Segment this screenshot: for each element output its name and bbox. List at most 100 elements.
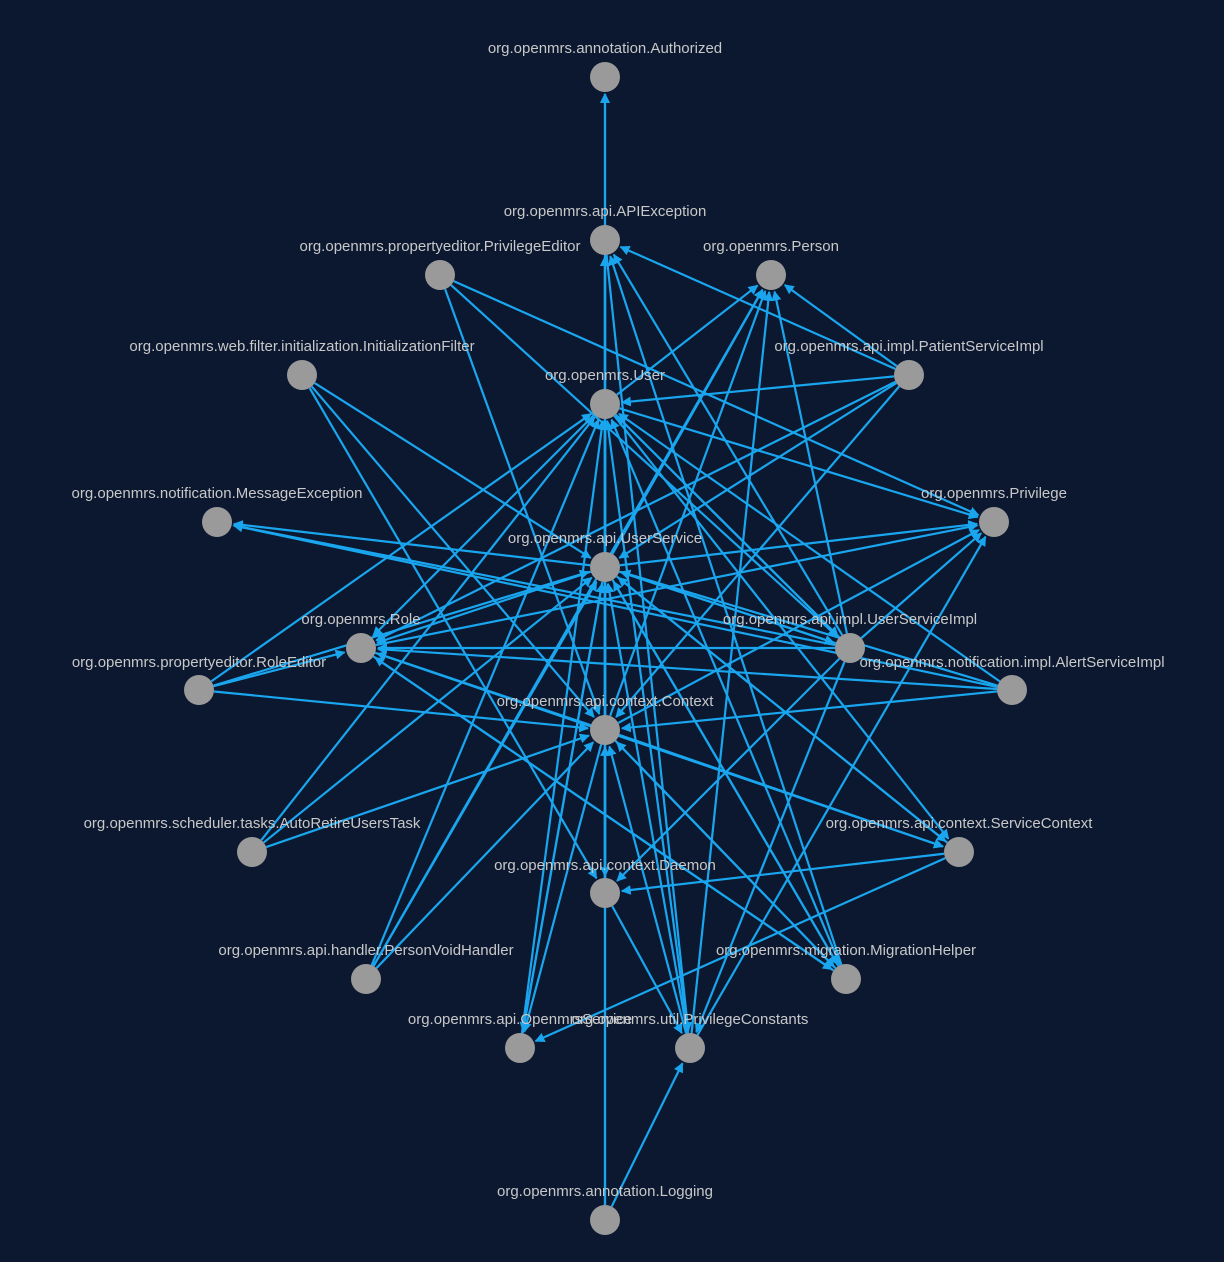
edge-user-to-person	[616, 284, 759, 396]
node-circle[interactable]	[831, 964, 861, 994]
edge-servicecontext-to-openmrsservice	[534, 857, 946, 1043]
node-role[interactable]: org.openmrs.Role	[301, 611, 421, 663]
node-privilege[interactable]: org.openmrs.Privilege	[921, 485, 1067, 537]
node-circle[interactable]	[756, 260, 786, 290]
node-openmrsservice[interactable]: org.openmrs.api.OpenmrsService	[408, 1011, 632, 1063]
edge-roleeditor-to-user	[210, 412, 592, 683]
edge-alertserviceimpl-to-role	[376, 644, 998, 691]
edge-privilegeconstants-to-user	[603, 419, 690, 1034]
node-circle[interactable]	[590, 1205, 620, 1235]
node-label: org.openmrs.propertyeditor.PrivilegeEdit…	[300, 238, 581, 255]
node-circle[interactable]	[979, 507, 1009, 537]
node-circle[interactable]	[835, 633, 865, 663]
node-label: org.openmrs.api.OpenmrsService	[408, 1011, 632, 1028]
node-label: org.openmrs.Role	[301, 611, 420, 628]
edge-userserviceimpl-to-messageexception	[232, 522, 836, 647]
node-circle[interactable]	[675, 1033, 705, 1063]
node-circle[interactable]	[351, 964, 381, 994]
node-label: org.openmrs.api.context.ServiceContext	[826, 815, 1094, 832]
node-label: org.openmrs.api.context.Daemon	[494, 857, 716, 874]
node-circle[interactable]	[590, 878, 620, 908]
node-userserviceimpl[interactable]: org.openmrs.api.impl.UserServiceImpl	[723, 611, 977, 663]
node-circle[interactable]	[346, 633, 376, 663]
node-logging[interactable]: org.openmrs.annotation.Logging	[497, 1183, 713, 1235]
node-migrationhelper[interactable]: org.openmrs.migration.MigrationHelper	[716, 942, 976, 994]
node-circle[interactable]	[590, 715, 620, 745]
edge-initfilter-to-context	[310, 385, 595, 718]
node-person[interactable]: org.openmrs.Person	[703, 238, 839, 290]
node-label: org.openmrs.notification.MessageExceptio…	[72, 485, 363, 502]
node-privilegeeditor[interactable]: org.openmrs.propertyeditor.PrivilegeEdit…	[300, 238, 581, 290]
edge-openmrsservice-to-user	[520, 419, 607, 1034]
edge-migrationhelper-to-apiexception	[608, 255, 843, 966]
edge-roleeditor-to-role	[213, 649, 346, 688]
edges-layer	[210, 93, 1001, 1208]
node-label: org.openmrs.annotation.Logging	[497, 1183, 713, 1200]
node-circle[interactable]	[590, 552, 620, 582]
edge-alertserviceimpl-to-user	[618, 412, 1001, 683]
edge-user-to-role	[372, 413, 596, 637]
node-circle[interactable]	[184, 675, 214, 705]
edge-apiexception-to-privilegeconstants	[605, 254, 693, 1033]
node-servicecontext[interactable]: org.openmrs.api.context.ServiceContext	[826, 815, 1094, 867]
node-circle[interactable]	[287, 360, 317, 390]
edge-patientserviceimpl-to-person	[783, 284, 898, 368]
edge-role-to-privilege	[375, 522, 979, 647]
node-apiexception[interactable]: org.openmrs.api.APIException	[504, 203, 707, 255]
edge-userservice-to-servicecontext	[615, 575, 947, 843]
edge-autoretire-to-user	[260, 416, 596, 841]
node-roleeditor[interactable]: org.openmrs.propertyeditor.RoleEditor	[72, 654, 326, 705]
edge-userserviceimpl-to-person	[771, 290, 848, 634]
node-circle[interactable]	[505, 1033, 535, 1063]
node-circle[interactable]	[237, 837, 267, 867]
node-label: org.openmrs.util.PrivilegeConstants	[572, 1011, 809, 1028]
node-label: org.openmrs.api.impl.UserServiceImpl	[723, 611, 977, 628]
node-label: org.openmrs.User	[545, 367, 665, 384]
edge-autoretire-to-context	[265, 733, 590, 849]
edge-patientserviceimpl-to-userservice	[618, 382, 897, 559]
edge-alertserviceimpl-to-context	[620, 690, 998, 733]
node-authorized[interactable]: org.openmrs.annotation.Authorized	[488, 40, 722, 92]
node-circle[interactable]	[425, 260, 455, 290]
node-alertserviceimpl[interactable]: org.openmrs.notification.impl.AlertServi…	[859, 654, 1165, 705]
node-user[interactable]: org.openmrs.User	[545, 367, 665, 419]
node-circle[interactable]	[590, 225, 620, 255]
node-messageexception[interactable]: org.openmrs.notification.MessageExceptio…	[72, 485, 363, 537]
node-personvoidhandler[interactable]: org.openmrs.api.handler.PersonVoidHandle…	[218, 942, 514, 994]
edge-context-to-openmrsservice	[521, 744, 603, 1033]
edge-context-to-migrationhelper	[614, 740, 835, 968]
node-autoretire[interactable]: org.openmrs.scheduler.tasks.AutoRetireUs…	[84, 815, 421, 867]
node-circle[interactable]	[590, 389, 620, 419]
node-circle[interactable]	[944, 837, 974, 867]
node-userservice[interactable]: org.openmrs.api.UserService	[508, 530, 702, 582]
edge-user-to-privilege	[619, 407, 979, 520]
edge-initfilter-to-daemon	[308, 387, 598, 880]
node-label: org.openmrs.Person	[703, 238, 839, 255]
node-initfilter[interactable]: org.openmrs.web.filter.initialization.In…	[129, 338, 475, 390]
node-context[interactable]: org.openmrs.api.context.Context	[497, 693, 715, 745]
node-patientserviceimpl[interactable]: org.openmrs.api.impl.PatientServiceImpl	[774, 338, 1044, 390]
node-circle[interactable]	[590, 62, 620, 92]
edge-userserviceimpl-to-privilege	[860, 532, 982, 639]
node-circle[interactable]	[997, 675, 1027, 705]
edge-privilegeeditor-to-privilege	[453, 280, 980, 517]
edge-autoretire-to-userservice	[262, 576, 593, 844]
node-label: org.openmrs.migration.MigrationHelper	[716, 942, 976, 959]
edge-privilegeconstants-to-userservice	[604, 582, 689, 1034]
edge-privilegeeditor-to-userserviceimpl	[450, 284, 839, 638]
node-label: org.openmrs.Privilege	[921, 485, 1067, 502]
node-privilegeconstants[interactable]: org.openmrs.util.PrivilegeConstants	[572, 1011, 809, 1063]
edge-personvoidhandler-to-context	[375, 741, 595, 969]
node-label: org.openmrs.propertyeditor.RoleEditor	[72, 654, 326, 671]
node-daemon[interactable]: org.openmrs.api.context.Daemon	[494, 857, 716, 908]
nodes-layer: org.openmrs.annotation.Authorized org.ope…	[72, 40, 1165, 1235]
edge-migrationhelper-to-user	[610, 418, 842, 966]
node-circle[interactable]	[202, 507, 232, 537]
node-circle[interactable]	[894, 360, 924, 390]
edge-userserviceimpl-to-apiexception	[612, 253, 844, 636]
node-label: org.openmrs.api.UserService	[508, 530, 702, 547]
node-label: org.openmrs.web.filter.initialization.In…	[129, 338, 474, 355]
node-label: org.openmrs.api.APIException	[504, 203, 707, 220]
node-label: org.openmrs.api.handler.PersonVoidHandle…	[218, 942, 513, 959]
